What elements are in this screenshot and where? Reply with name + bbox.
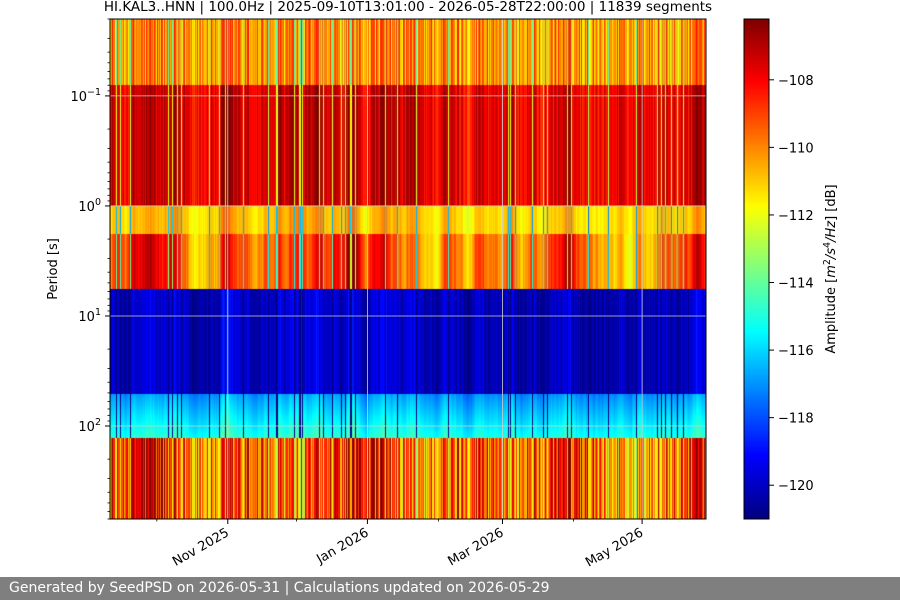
colorbar-tick-label: −120 <box>778 479 814 494</box>
y-tick-label: 100 <box>78 197 101 215</box>
colorbar-tick-label: −110 <box>778 141 814 156</box>
colorbar-tick-label: −108 <box>778 74 814 89</box>
y-axis-label: Period [s] <box>46 238 61 300</box>
colorbar-tick-label: −114 <box>778 277 814 292</box>
footer-bar: Generated by SeedPSD on 2026-05-31 | Cal… <box>0 577 900 600</box>
x-tick-label: Jan 2026 <box>313 525 371 567</box>
grid-lines <box>110 19 706 519</box>
colorbar-tick-label: −118 <box>778 412 814 427</box>
x-tick-label: Nov 2025 <box>170 525 232 569</box>
y-tick-label: 101 <box>78 307 101 325</box>
y-tick-label: 102 <box>78 417 101 435</box>
y-axis: 10−1 100 101 102 <box>70 18 110 520</box>
colorbar-ticks: −108 −110 −112 −114 −116 −118 −120 <box>769 74 814 494</box>
chart-title: HI.KAL3..HNN | 100.0Hz | 2025-09-10T13:0… <box>104 0 712 15</box>
colorbar-gradient <box>744 19 769 519</box>
x-tick-label: May 2026 <box>583 525 646 570</box>
y-tick-label: 10−1 <box>70 87 101 105</box>
colorbar-frame <box>743 18 770 520</box>
psd-chart: HI.KAL3..HNN | 100.0Hz | 2025-09-10T13:0… <box>46 0 840 571</box>
colorbar-tick-label: −112 <box>778 209 814 224</box>
spectrogram-area <box>110 19 706 519</box>
spectrogram-heatmap <box>110 19 706 519</box>
plot-frame <box>109 18 707 520</box>
colorbar: −108 −110 −112 −114 −116 −118 −120 Amplitude [… <box>743 18 840 520</box>
footer-text: Generated by SeedPSD on 2026-05-31 | Cal… <box>9 580 550 596</box>
x-tick-label: Mar 2026 <box>445 525 506 569</box>
x-axis: Nov 2025 Jan 2026 Mar 2026 May 2026 <box>156 519 646 571</box>
colorbar-label: Amplitude [m2/s4/Hz] [dB] <box>822 184 840 353</box>
colorbar-tick-label: −116 <box>778 344 814 359</box>
